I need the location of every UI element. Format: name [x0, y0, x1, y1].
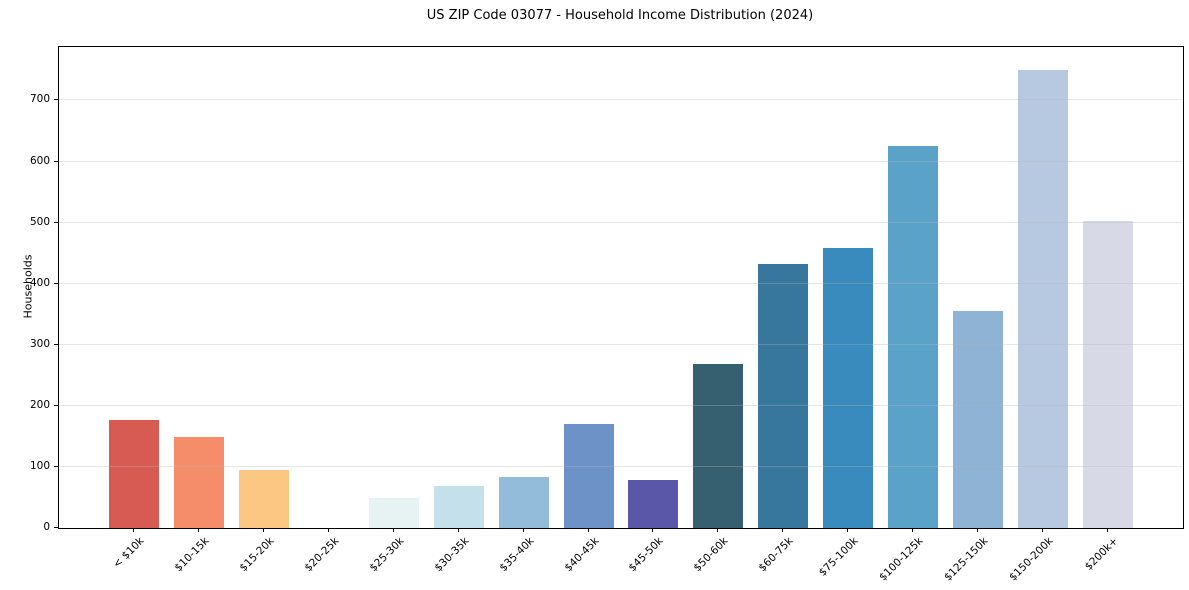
x-tick-mark [458, 528, 459, 532]
x-tick-label: $150-200k [1006, 535, 1056, 584]
x-tick-mark [588, 528, 589, 532]
bar [628, 480, 679, 528]
x-tick-mark [1042, 528, 1043, 532]
y-tick-label: 500 [29, 216, 50, 228]
x-tick-label: < $10k [110, 535, 147, 571]
x-tick-label: $20-25k [302, 535, 342, 575]
x-tick-mark [523, 528, 524, 532]
bar [888, 146, 939, 528]
x-tick-mark [652, 528, 653, 532]
x-tick-mark [847, 528, 848, 532]
x-tick-label: $125-150k [941, 535, 991, 584]
x-tick-mark [263, 528, 264, 532]
x-tick-label: $10-15k [172, 535, 212, 575]
x-tick-mark [977, 528, 978, 532]
x-tick-mark [782, 528, 783, 532]
y-tick-mark [54, 99, 58, 100]
gridline [59, 99, 1183, 100]
bar [823, 248, 874, 528]
x-tick-mark [393, 528, 394, 532]
x-tick-mark [133, 528, 134, 532]
y-tick-mark [54, 161, 58, 162]
bar [173, 437, 224, 528]
x-tick-label: $45-50k [626, 535, 666, 575]
x-tick-label: $30-35k [432, 535, 472, 575]
y-tick-label: 0 [43, 521, 50, 533]
gridline [59, 405, 1183, 406]
bar [953, 311, 1004, 528]
plot-area [58, 46, 1184, 529]
bar [498, 477, 549, 528]
y-tick-label: 300 [29, 338, 50, 350]
y-tick-label: 200 [29, 399, 50, 411]
bar [433, 486, 484, 528]
x-tick-label: $200k+ [1082, 535, 1121, 573]
x-tick-label: $35-40k [497, 535, 537, 575]
y-tick-label: 600 [29, 155, 50, 167]
x-tick-mark [328, 528, 329, 532]
x-tick-label: $25-30k [367, 535, 407, 575]
y-tick-mark [54, 222, 58, 223]
bar [1083, 221, 1134, 528]
x-tick-mark [198, 528, 199, 532]
x-tick-label: $15-20k [237, 535, 277, 575]
x-tick-label: $50-60k [691, 535, 731, 575]
x-tick-label: $75-100k [816, 535, 861, 579]
gridline [59, 222, 1183, 223]
x-tick-mark [1107, 528, 1108, 532]
bar [758, 264, 809, 528]
bar [108, 420, 159, 528]
y-tick-mark [54, 405, 58, 406]
gridline [59, 161, 1183, 162]
y-tick-mark [54, 466, 58, 467]
bar [368, 498, 419, 528]
gridline [59, 283, 1183, 284]
bar [1018, 70, 1069, 528]
y-tick-label: 400 [29, 277, 50, 289]
x-tick-label: $100-125k [876, 535, 926, 584]
bar [238, 470, 289, 528]
x-tick-mark [717, 528, 718, 532]
chart-title: US ZIP Code 03077 - Household Income Dis… [426, 8, 814, 23]
gridline [59, 344, 1183, 345]
bar [563, 424, 614, 528]
gridline [59, 466, 1183, 467]
y-tick-label: 100 [29, 460, 50, 472]
y-tick-mark [54, 344, 58, 345]
x-tick-label: $60-75k [756, 535, 796, 575]
x-tick-mark [912, 528, 913, 532]
y-tick-label: 700 [29, 93, 50, 105]
x-tick-label: $40-45k [562, 535, 602, 575]
bar [693, 364, 744, 528]
y-tick-mark [54, 283, 58, 284]
y-tick-mark [54, 527, 58, 528]
